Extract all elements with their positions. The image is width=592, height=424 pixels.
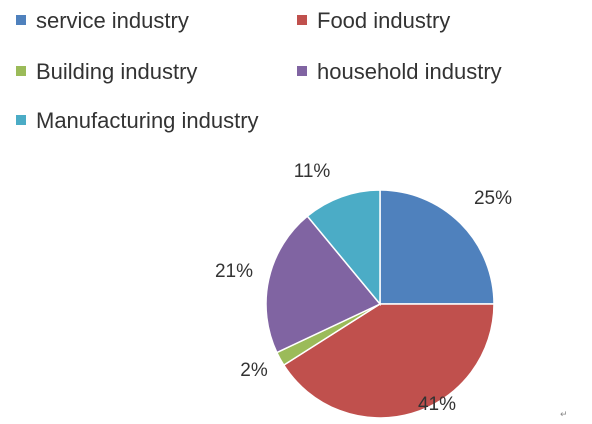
legend-label-household-industry: household industry — [317, 59, 502, 84]
legend-swatch-manufacturing-industry — [16, 115, 26, 125]
legend-label-food-industry: Food industry — [317, 8, 450, 33]
legend-swatch-household-industry — [297, 66, 307, 76]
pie-slice-household-industry — [265, 215, 382, 354]
legend-swatch-food-industry — [297, 15, 307, 25]
legend-label-building-industry: Building industry — [36, 59, 197, 84]
legend-swatch-service-industry — [16, 15, 26, 25]
return-arrow-icon: ↵ — [560, 410, 568, 420]
data-label-building-industry: 2% — [240, 360, 268, 381]
legend-swatch-building-industry — [16, 66, 26, 76]
pie-data-labels: 25% 41% 2% 21% 11% — [215, 161, 512, 415]
legend-label-service-industry: service industry — [36, 8, 189, 33]
pie-slices — [265, 189, 495, 419]
data-label-service-industry: 25% — [474, 188, 512, 209]
pie-slice-manufacturing-industry — [306, 189, 381, 307]
data-label-manufacturing-industry: 11% — [294, 161, 331, 182]
data-label-food-industry: 41% — [418, 394, 456, 415]
legend-label-manufacturing-industry: Manufacturing industry — [36, 108, 259, 133]
data-label-household-industry: 21% — [215, 261, 253, 282]
chart-legend: service industry Food industry Building in… — [16, 8, 502, 133]
pie-slice-service-industry — [379, 189, 495, 305]
